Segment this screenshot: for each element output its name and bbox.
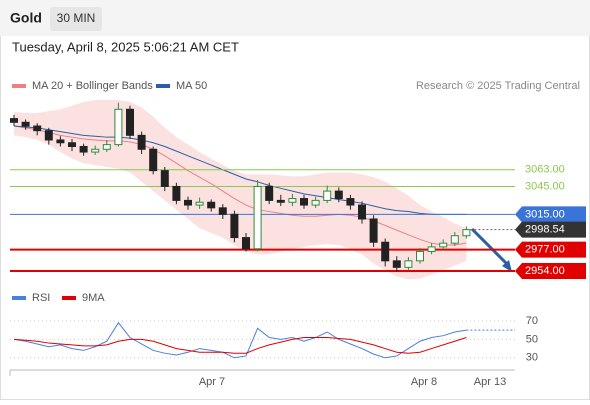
candle-body bbox=[300, 198, 308, 206]
level-label: 2977.00 bbox=[525, 244, 565, 256]
candle-body bbox=[207, 201, 216, 209]
legend-swatch bbox=[62, 296, 76, 300]
candle-body bbox=[218, 207, 227, 215]
rsi-ma-line bbox=[13, 337, 467, 354]
candle-body bbox=[172, 185, 181, 201]
candle-body bbox=[102, 144, 111, 150]
level-label: 2954.00 bbox=[525, 265, 565, 277]
candle-body bbox=[68, 142, 76, 147]
candle-body bbox=[450, 235, 459, 244]
candle-body bbox=[288, 198, 297, 203]
candle-body bbox=[114, 108, 123, 146]
interval-button[interactable] bbox=[50, 7, 102, 31]
candle-body bbox=[346, 198, 355, 206]
level-tag bbox=[515, 241, 586, 258]
candle-body bbox=[56, 139, 65, 144]
level-label: 3063.00 bbox=[525, 164, 565, 176]
x-tick-label: Apr 13 bbox=[474, 376, 506, 388]
candle-body bbox=[416, 251, 424, 262]
y-tick-label: 70 bbox=[526, 315, 538, 327]
candle-body bbox=[126, 108, 134, 136]
candle-body bbox=[149, 148, 158, 172]
candle-body bbox=[242, 237, 250, 250]
candle-body bbox=[10, 118, 18, 123]
forecast-arrow bbox=[470, 227, 509, 266]
candle-body bbox=[33, 125, 42, 132]
candle-body bbox=[21, 121, 30, 127]
level-label: 2998.54 bbox=[525, 224, 565, 236]
candle-body bbox=[184, 199, 192, 206]
ma50-line bbox=[13, 125, 467, 215]
y-tick-label: 30 bbox=[526, 352, 538, 364]
legend-label: 9MA bbox=[82, 292, 105, 304]
forecast-arrow-head bbox=[502, 260, 512, 272]
level-label: 3015.00 bbox=[525, 208, 565, 220]
ma20-line bbox=[13, 125, 467, 246]
y-tick-label: 50 bbox=[526, 333, 538, 345]
candle-body bbox=[265, 185, 274, 201]
candle-body bbox=[427, 246, 436, 253]
candle-body bbox=[462, 229, 471, 237]
candle-body bbox=[91, 148, 100, 153]
candle-body bbox=[439, 242, 448, 248]
x-tick-label: Apr 7 bbox=[199, 376, 225, 388]
candle-body bbox=[358, 204, 366, 220]
candle-body bbox=[323, 190, 332, 201]
candle-body bbox=[276, 199, 285, 203]
level-tag bbox=[515, 206, 586, 223]
candle-body bbox=[381, 241, 390, 262]
interval-label[interactable]: 30 MIN bbox=[57, 11, 96, 25]
candle-body bbox=[44, 130, 53, 141]
title: Gold bbox=[10, 10, 42, 26]
level-tag bbox=[515, 263, 586, 280]
legend-label: MA 50 bbox=[176, 80, 207, 92]
candle-body bbox=[404, 260, 413, 268]
candle-body bbox=[311, 199, 320, 206]
legend-label: MA 20 + Bollinger Bands bbox=[32, 80, 153, 92]
bollinger-band bbox=[14, 100, 467, 280]
candle-body bbox=[253, 185, 262, 250]
legend-swatch bbox=[156, 84, 170, 88]
candle-body bbox=[195, 201, 204, 206]
source: Research © 2025 Trading Central bbox=[416, 80, 580, 92]
level-tag bbox=[515, 221, 586, 238]
candle-body bbox=[160, 170, 169, 187]
candle-body bbox=[392, 260, 401, 268]
rsi-line bbox=[13, 321, 467, 359]
candle-body bbox=[334, 190, 343, 200]
candle-body bbox=[230, 213, 239, 239]
level-label: 3045.00 bbox=[525, 180, 565, 192]
x-tick-label: Apr 8 bbox=[411, 376, 437, 388]
legend-swatch bbox=[12, 296, 26, 300]
candle-body bbox=[369, 218, 378, 243]
legend-swatch bbox=[12, 84, 26, 88]
candle-body bbox=[79, 145, 88, 153]
candle-body bbox=[137, 134, 146, 150]
timestamp: Tuesday, April 8, 2025 5:06:21 AM CET bbox=[12, 39, 239, 54]
legend-label: RSI bbox=[32, 292, 50, 304]
